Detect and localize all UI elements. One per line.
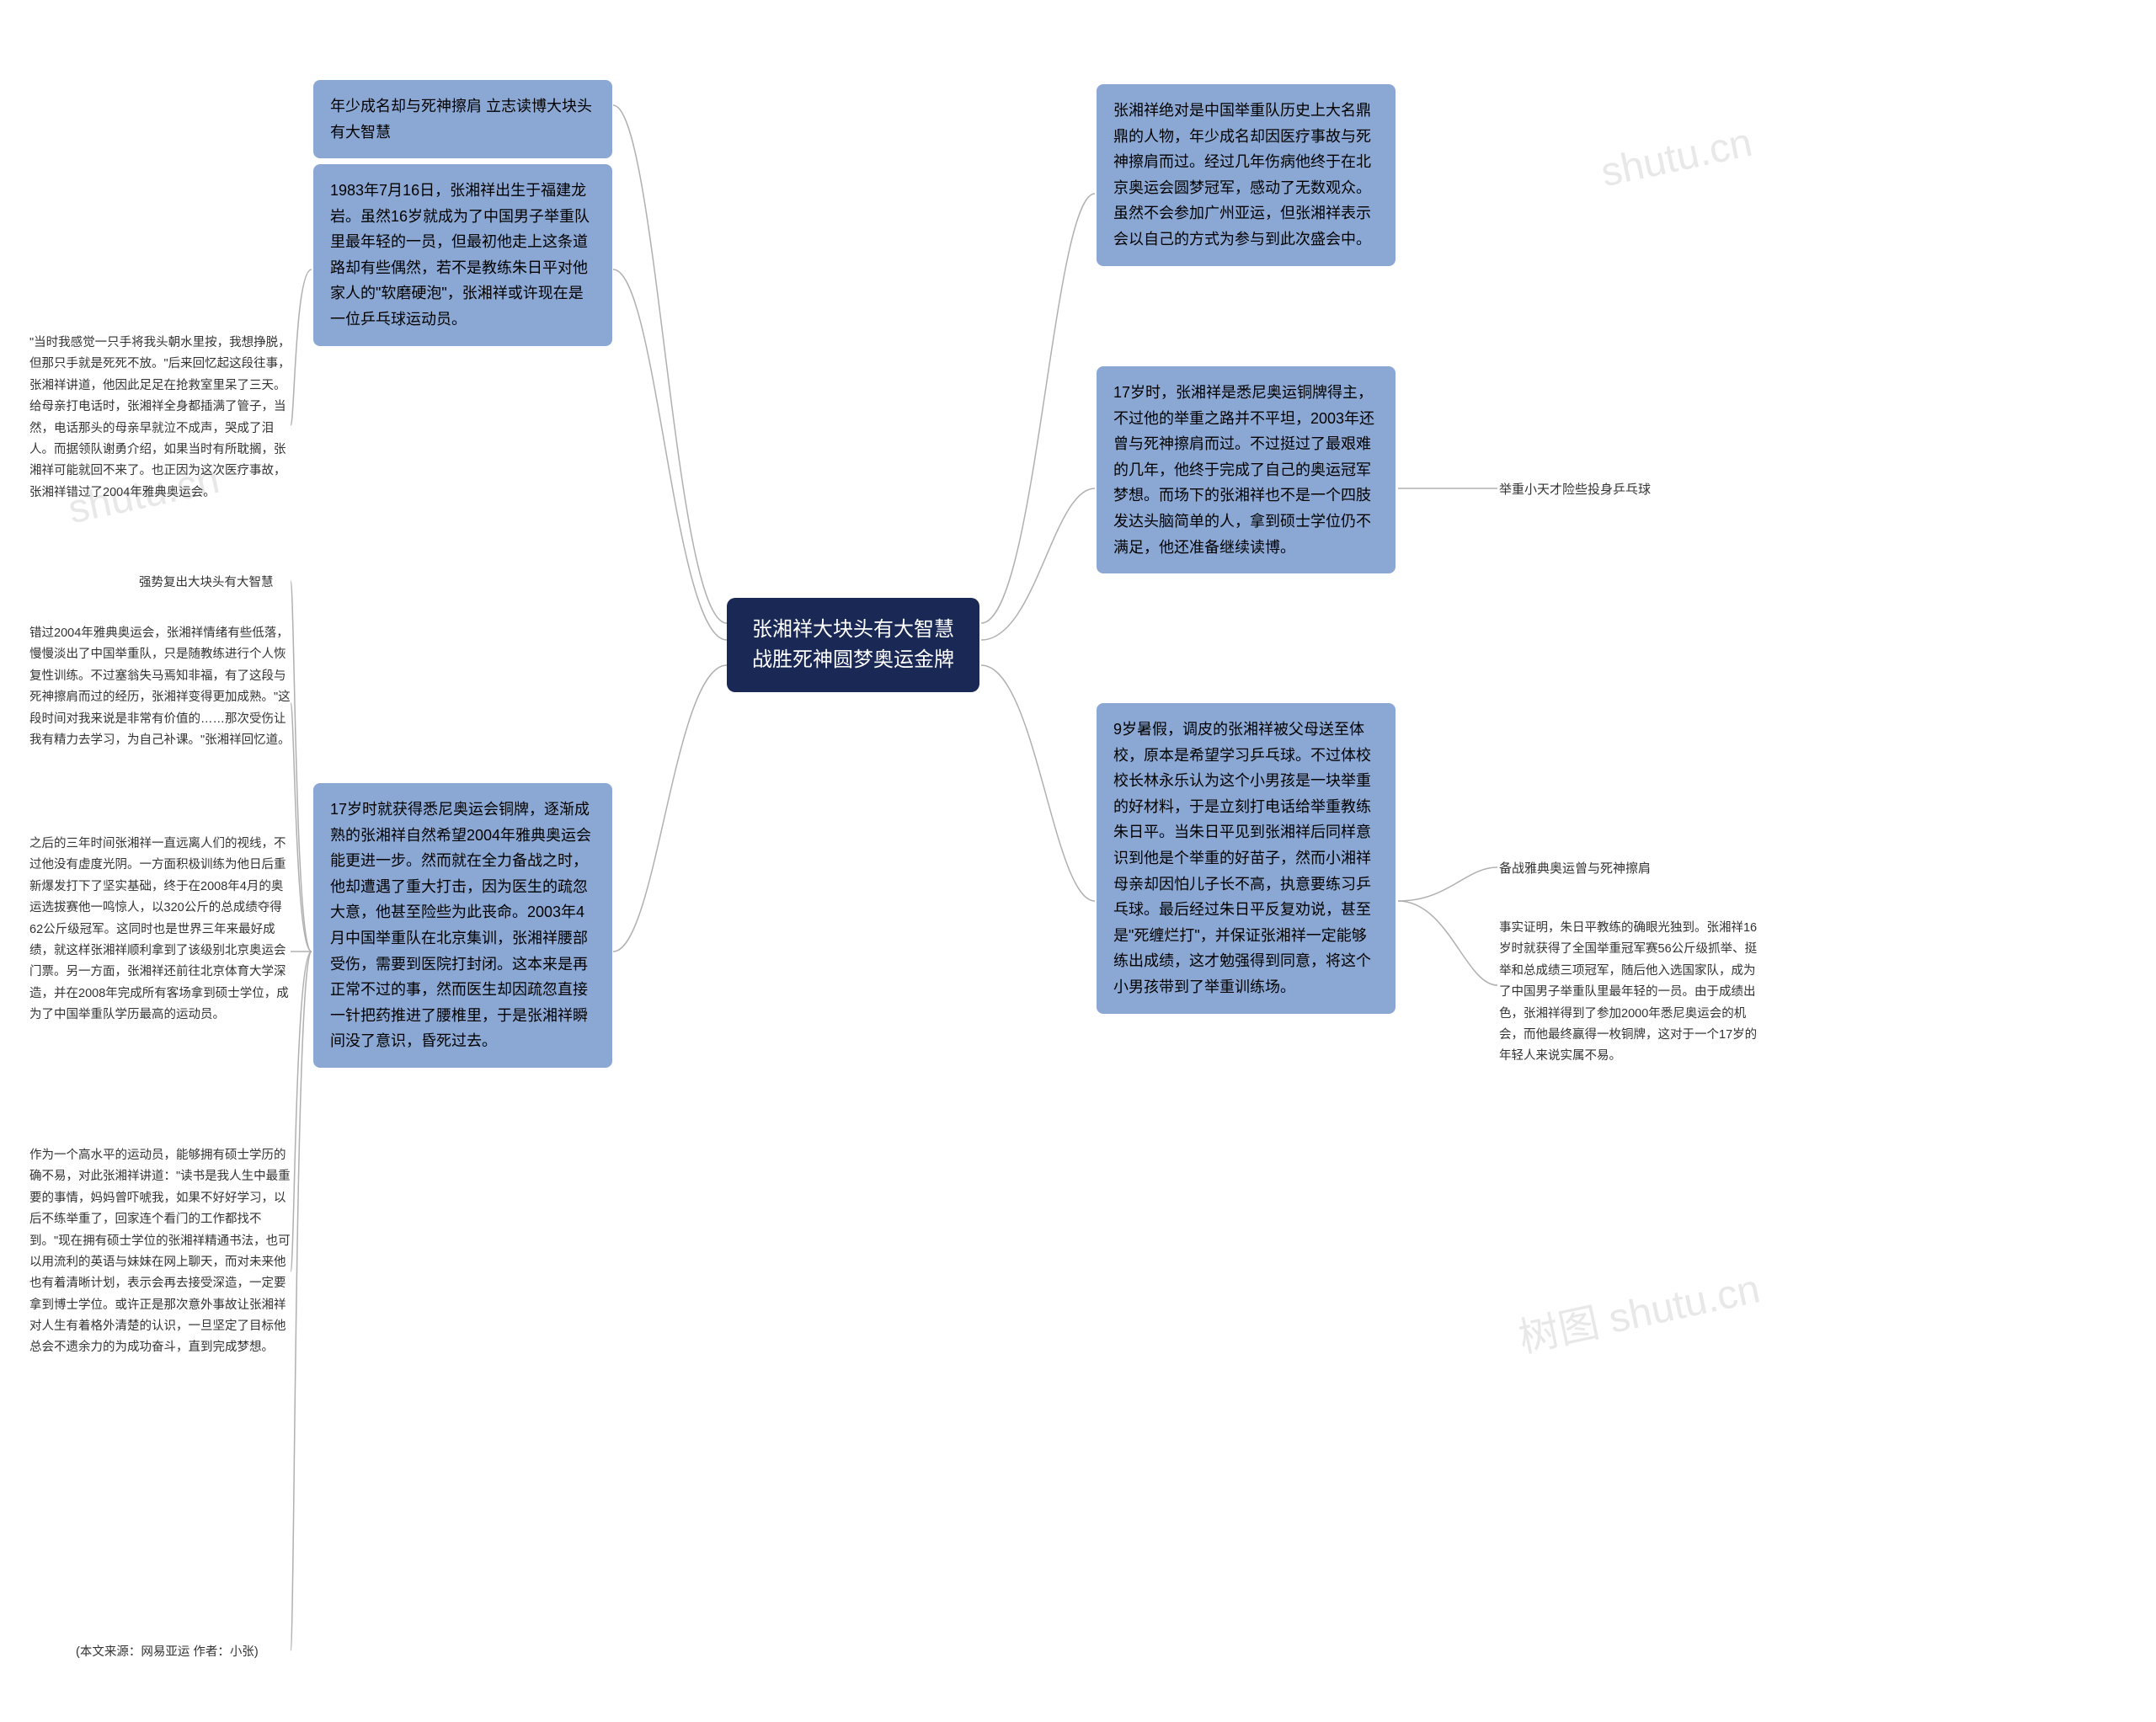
right-label-2: 备战雅典奥运曾与死神擦肩 — [1499, 859, 1651, 877]
right-label-3: 事实证明，朱日平教练的确眼光独到。张湘祥16岁时就获得了全国举重冠军赛56公斤级… — [1499, 918, 1760, 1068]
right-label-1: 举重小天才险些投身乒乓球 — [1499, 480, 1651, 498]
central-topic: 张湘祥大块头有大智慧战胜死神圆梦奥运金牌 — [727, 598, 979, 692]
right-node-2: 17岁时，张湘祥是悉尼奥运铜牌得主，不过他的举重之路并不平坦，2003年还曾与死… — [1097, 366, 1396, 573]
left-small-2: 强势复出大块头有大智慧 — [139, 573, 291, 594]
left-node-1: 年少成名却与死神擦肩 立志读博大块头有大智慧 — [313, 80, 612, 158]
left-node-2: 1983年7月16日，张湘祥出生于福建龙岩。虽然16岁就成为了中国男子举重队里最… — [313, 164, 612, 346]
left-small-6: (本文来源：网易亚运 作者：小张) — [76, 1642, 295, 1663]
left-node-3: 17岁时就获得悉尼奥运会铜牌，逐渐成熟的张湘祥自然希望2004年雅典奥运会能更进… — [313, 783, 612, 1068]
left-small-3: 错过2004年雅典奥运会，张湘祥情绪有些低落，慢慢淡出了中国举重队，只是随教练进… — [29, 623, 291, 751]
left-small-4: 之后的三年时间张湘祥一直远离人们的视线，不过他没有虚度光阴。一方面积极训练为他日… — [29, 834, 291, 1026]
right-node-1: 张湘祥绝对是中国举重队历史上大名鼎鼎的人物，年少成名却因医疗事故与死神擦肩而过。… — [1097, 84, 1396, 266]
right-node-3: 9岁暑假，调皮的张湘祥被父母送至体校，原本是希望学习乒乓球。不过体校校长林永乐认… — [1097, 703, 1396, 1014]
left-small-1: "当时我感觉一只手将我头朝水里按，我想挣脱，但那只手就是死死不放。"后来回忆起这… — [29, 333, 291, 504]
left-small-5: 作为一个高水平的运动员，能够拥有硕士学历的确不易，对此张湘祥讲道："读书是我人生… — [29, 1145, 291, 1359]
watermark-2: 树图 shutu.cn — [1513, 1256, 1764, 1364]
watermark-3: shutu.cn — [1597, 120, 1756, 197]
